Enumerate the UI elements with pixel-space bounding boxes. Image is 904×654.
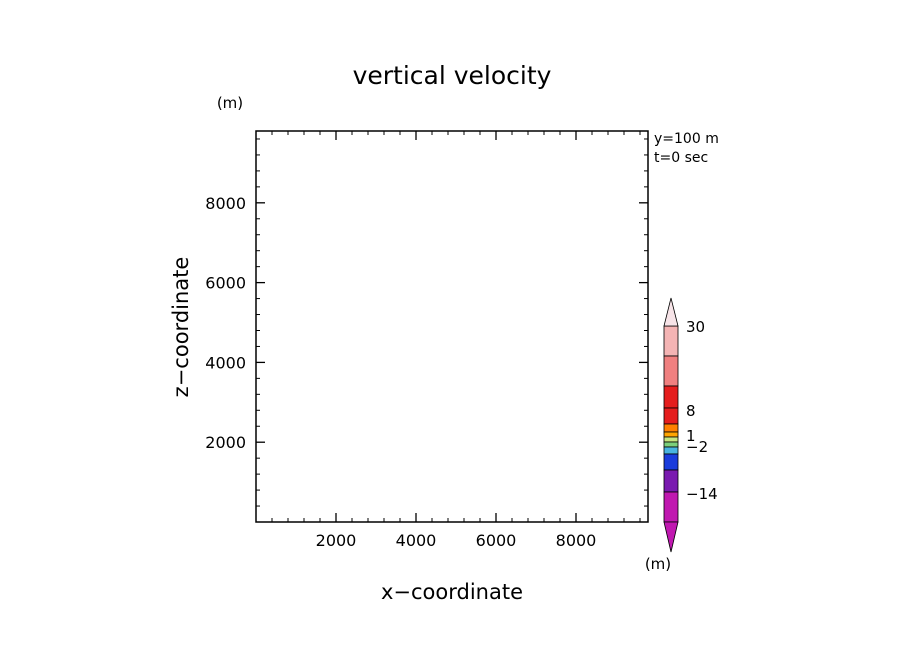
plot-frame: [255, 130, 649, 523]
colorbar-segment: [663, 436, 679, 443]
axes: 2000 4000 6000 8000 2000 4000 6000 8000: [205, 130, 649, 550]
y-tick-label: 6000: [205, 274, 246, 293]
colorbar-upper-arrow: [663, 297, 679, 327]
chart-title: vertical velocity: [353, 61, 552, 90]
y-axis-label: z−coordinate: [169, 257, 193, 398]
colorbar-segment: [663, 423, 679, 433]
x-tick-label: 2000: [316, 531, 357, 550]
colorbar-segment: [663, 453, 679, 471]
colorbar-unit-label: (m): [645, 555, 671, 573]
y-tick-label: 2000: [205, 433, 246, 452]
colorbar-segment: [663, 441, 679, 448]
colorbar-label: 1: [686, 427, 696, 445]
colorbar-label: 30: [686, 318, 705, 336]
colorbar-segment: [663, 407, 679, 425]
x-tick-label: 8000: [556, 531, 597, 550]
x-tick-label: 4000: [396, 531, 437, 550]
colorbar-segment: [663, 355, 679, 387]
colorbar-segment: [663, 325, 679, 357]
annotation-time: t=0 sec: [654, 150, 708, 166]
colorbar: 30 8 1−2 −14: [663, 297, 718, 553]
y-unit-label: (m): [217, 94, 243, 112]
colorbar-label: −2: [686, 438, 708, 456]
colorbar-label: −14: [686, 485, 718, 503]
colorbar-lower-arrow: [663, 521, 679, 553]
y-tick-label: 8000: [205, 194, 246, 213]
colorbar-segment: [663, 491, 679, 523]
colorbar-segment: [663, 385, 679, 409]
colorbar-segment: [663, 431, 679, 438]
x-axis-label: x−coordinate: [381, 580, 523, 604]
x-tick-label: 6000: [476, 531, 517, 550]
y-tick-label: 4000: [205, 353, 246, 372]
colorbar-segment: [663, 446, 679, 455]
colorbar-segment: [663, 469, 679, 493]
annotation-y-position: y=100 m: [654, 131, 719, 147]
colorbar-label: 8: [686, 402, 696, 420]
